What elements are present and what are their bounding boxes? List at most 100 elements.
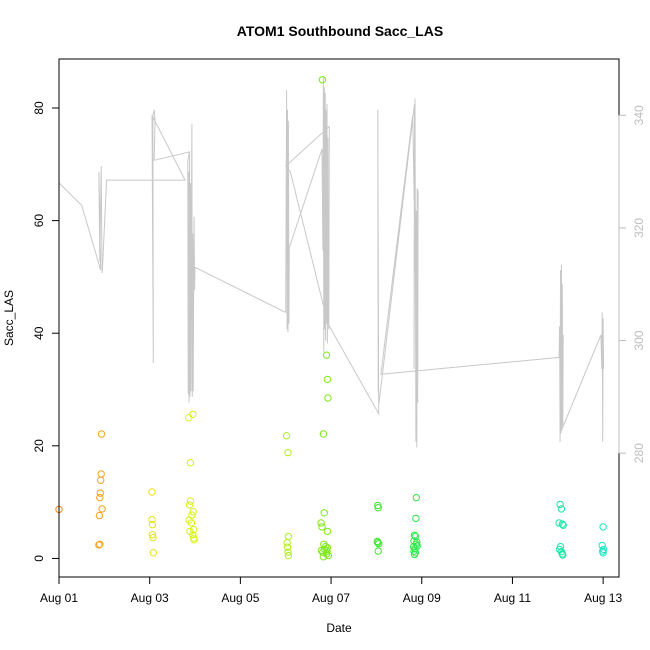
- series-group: [148, 488, 158, 557]
- data-point: [317, 519, 325, 527]
- data-point: [186, 459, 195, 467]
- data-point: [559, 521, 567, 529]
- series-group: [409, 493, 421, 559]
- y-tick-label: 60: [32, 214, 46, 228]
- data-point: [186, 497, 195, 505]
- data-point: [413, 542, 421, 550]
- data-point: [412, 514, 420, 523]
- data-point: [284, 551, 293, 560]
- data-point: [557, 505, 566, 513]
- data-point: [555, 519, 563, 527]
- series-group: [317, 76, 332, 561]
- data-point: [319, 430, 328, 438]
- x-tick-label: Aug 11: [494, 591, 531, 605]
- data-point: [97, 430, 106, 438]
- data-point: [148, 531, 157, 539]
- data-point: [323, 544, 332, 552]
- data-point: [284, 548, 292, 556]
- data-point: [189, 508, 197, 516]
- data-point: [185, 414, 193, 422]
- data-point: [374, 547, 382, 555]
- data-point: [411, 549, 420, 557]
- y2-tick-label: 320: [632, 218, 646, 238]
- data-point: [97, 476, 105, 484]
- series-group: [598, 523, 608, 557]
- series-group: [373, 501, 383, 555]
- x-tick-label: Aug 07: [312, 591, 350, 605]
- data-point: [323, 375, 332, 384]
- data-point: [282, 432, 291, 440]
- y2-tick-label: 280: [632, 443, 646, 463]
- data-point: [97, 470, 105, 478]
- data-point: [318, 76, 327, 84]
- data-point: [599, 545, 608, 554]
- data-point: [318, 523, 326, 531]
- data-point: [320, 509, 328, 517]
- data-point: [412, 493, 420, 502]
- chart-title: ATOM1 Southbound Sacc_LAS: [237, 23, 443, 39]
- data-point: [323, 547, 331, 555]
- data-point: [599, 549, 607, 557]
- data-point: [324, 394, 332, 402]
- data-point: [189, 531, 197, 539]
- y-tick-label: 40: [32, 326, 46, 340]
- series-group: [555, 500, 567, 559]
- secondary-line: [58, 75, 605, 448]
- data-point: [148, 488, 156, 496]
- y-tick-label: 80: [32, 101, 46, 115]
- x-tick-label: Aug 03: [131, 591, 169, 605]
- data-point: [284, 532, 293, 541]
- y-axis-label: Sacc_LAS: [2, 290, 16, 346]
- x-axis: Aug 01 Aug 03 Aug 05 Aug 07 Aug 09 Aug 11 Aug …: [40, 576, 622, 605]
- points-layer: [55, 76, 608, 561]
- y2-tick-label: 300: [632, 330, 646, 350]
- x-axis-label: Date: [326, 621, 352, 635]
- data-point: [559, 551, 567, 559]
- x-tick-label: Aug 01: [40, 591, 78, 605]
- y-tick-label: 20: [32, 439, 46, 453]
- data-point: [323, 527, 332, 536]
- data-point: [374, 504, 382, 512]
- data-point: [185, 501, 194, 509]
- data-point: [558, 520, 566, 528]
- data-point: [190, 526, 198, 534]
- data-point: [410, 547, 418, 555]
- data-point: [283, 543, 292, 551]
- data-point: [319, 553, 328, 561]
- y-tick-label: 0: [32, 555, 46, 562]
- data-point: [322, 351, 331, 359]
- data-point: [190, 536, 198, 544]
- data-point: [374, 539, 382, 547]
- data-point: [375, 540, 383, 548]
- data-point: [410, 531, 419, 539]
- y2-tick-label: 340: [632, 105, 646, 125]
- data-point: [556, 500, 564, 509]
- series-group: [95, 430, 106, 549]
- series-group: [185, 410, 198, 544]
- data-point: [148, 515, 156, 524]
- x-tick-label: Aug 13: [584, 591, 622, 605]
- data-point: [598, 541, 606, 550]
- data-point: [96, 493, 104, 502]
- data-point: [411, 532, 420, 541]
- plot-area: [58, 58, 620, 578]
- data-point: [148, 520, 157, 529]
- data-point: [599, 523, 607, 531]
- data-point: [324, 551, 332, 560]
- data-point: [284, 448, 292, 457]
- data-point: [187, 519, 196, 527]
- data-point: [149, 549, 158, 557]
- x-tick-label: Aug 05: [221, 591, 259, 605]
- series-group: [282, 432, 293, 560]
- y2-axis: 280 300 320 340: [618, 105, 646, 463]
- data-point: [189, 410, 197, 418]
- y-axis: 0 20 40 60 80: [32, 101, 60, 562]
- data-point: [95, 511, 104, 520]
- data-point: [96, 540, 104, 548]
- secondary-line-layer: [58, 75, 605, 448]
- data-point: [96, 489, 105, 497]
- data-point: [98, 505, 106, 513]
- data-point: [149, 533, 157, 542]
- data-point: [95, 541, 103, 549]
